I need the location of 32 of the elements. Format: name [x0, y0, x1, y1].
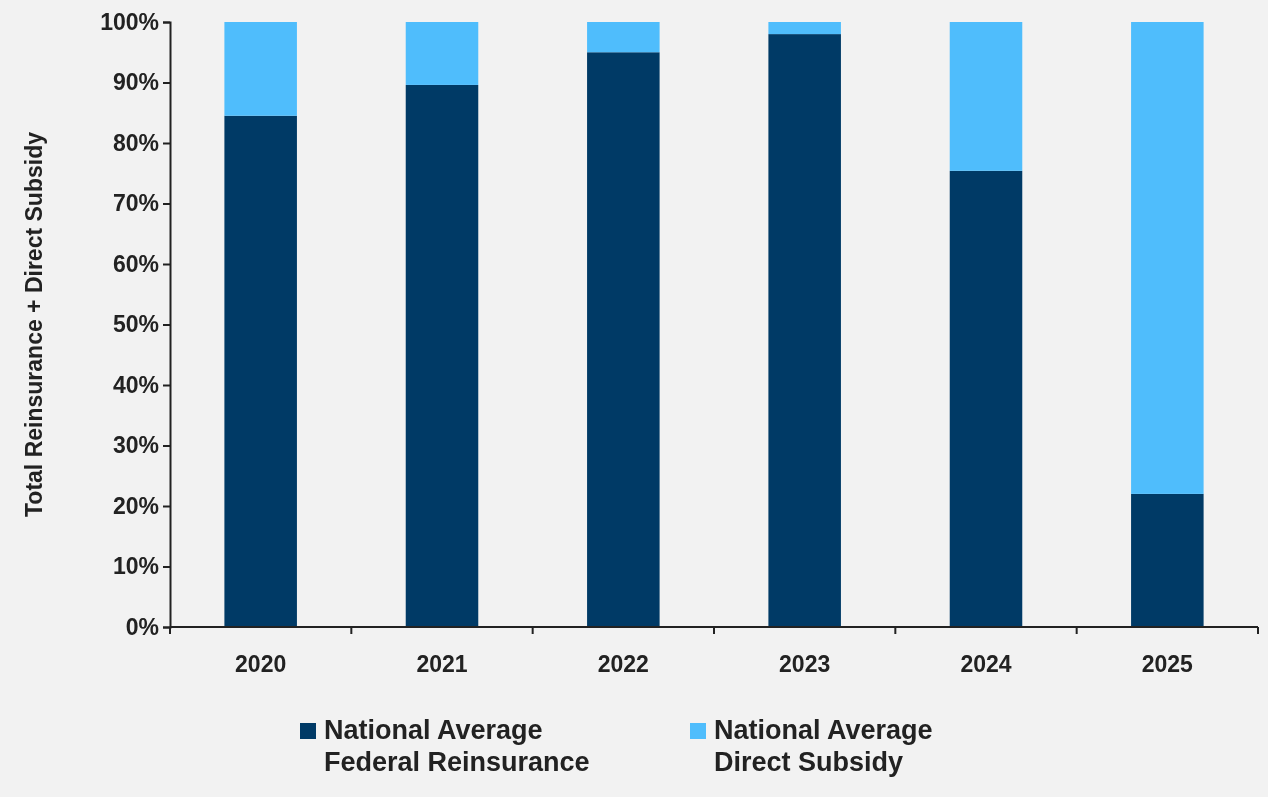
bar	[768, 22, 841, 35]
x-tick-label: 2022	[597, 651, 649, 677]
legend-label: National Average Federal Reinsurance	[324, 715, 590, 777]
y-tick-label: 10%	[112, 553, 159, 580]
y-tick-label: 0%	[125, 613, 159, 640]
bar	[768, 34, 841, 627]
y-tick-label: 100%	[100, 8, 159, 35]
x-tick-label: 2023	[779, 651, 831, 677]
bar	[587, 52, 660, 627]
bar	[587, 22, 660, 53]
x-tick-label: 2021	[416, 651, 468, 677]
y-tick-label: 90%	[112, 69, 159, 96]
bar	[224, 115, 297, 627]
x-tick-label: 2024	[960, 651, 1012, 677]
y-tick-label: 30%	[112, 432, 159, 459]
bar	[405, 22, 479, 85]
x-tick-label: 2020	[235, 651, 287, 677]
x-tick-label: 2025	[1141, 651, 1194, 677]
y-tick-label: 80%	[112, 129, 159, 156]
y-tick-label: 60%	[112, 250, 159, 277]
bar	[1131, 22, 1204, 494]
bar	[1131, 493, 1204, 627]
bar	[405, 84, 479, 627]
y-tick-label: 70%	[112, 190, 159, 217]
y-axis-title: Total Reinsurance + Direct Subsidy	[21, 131, 47, 517]
y-tick-label: 40%	[112, 371, 159, 398]
legend-label: National Average Direct Subsidy	[714, 715, 933, 777]
bar	[224, 22, 297, 116]
bar	[949, 170, 1023, 627]
bar	[949, 22, 1023, 171]
y-tick-label: 50%	[112, 311, 159, 338]
y-tick-label: 20%	[112, 492, 159, 519]
